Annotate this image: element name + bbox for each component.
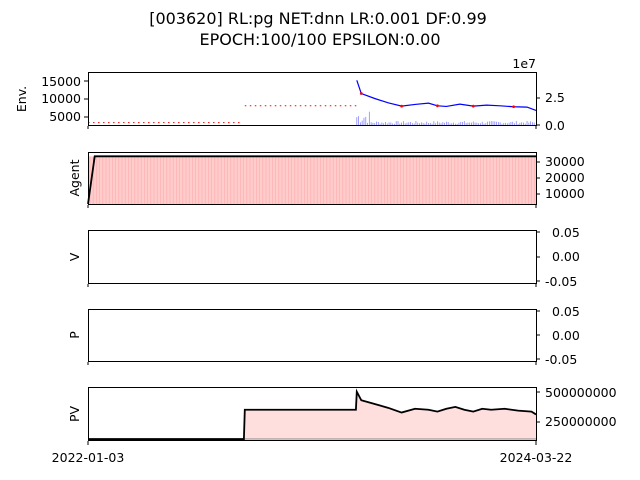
panel-env: Env. 5000 10000 15000 0.0 2.5 1e7 [14,56,565,133]
panel-v: V -0.05 0.00 0.05 [67,225,580,289]
v-frame [88,230,537,284]
p-right-tick-neg: -0.05 [545,352,577,367]
x-tick-label-end: 2024-03-22 [500,450,573,465]
pv-fill-area [244,391,537,440]
upper-x-tick-marks [87,126,537,365]
panel-agent: Agent 10000 20000 30000 [67,152,585,205]
v-right-tick-zero: 0.00 [552,249,580,264]
agent-ylabel: Agent [67,159,82,196]
pv-ylabel: PV [67,406,82,423]
trade-marker [436,104,439,108]
env-ylabel: Env. [14,86,29,112]
trade-marker [400,104,403,108]
env-left-tick-15000: 15000 [41,74,81,89]
v-ylabel: V [67,252,82,261]
chart-title-line2: EPOCH:100/100 EPSILON:0.00 [199,30,440,49]
v-right-tick-neg: -0.05 [545,274,577,289]
env-frame [88,72,537,126]
price-line [356,80,537,111]
agent-line [87,155,536,205]
env-right-tick-0: 0.0 [545,118,565,133]
v-right-tick-pos: 0.05 [552,225,580,240]
p-right-tick-pos: 0.05 [552,304,580,319]
trade-marker [512,105,515,109]
x-tick-label-start: 2022-01-03 [52,450,125,465]
pv-right-tick-500m: 500000000 [545,385,617,400]
p-ylabel: P [67,331,82,339]
env-right-tick-2-5: 2.5 [545,90,565,105]
p-right-tick-zero: 0.00 [552,328,580,343]
pv-line [88,388,537,440]
agent-right-tick-20000: 20000 [545,170,585,185]
panel-pv: PV 250000000 500000000 [67,385,617,445]
agent-fill-area [88,156,536,204]
p-frame [88,309,537,362]
trade-marker [359,92,363,95]
agent-right-tick-10000: 10000 [545,186,585,201]
env-left-tick-10000: 10000 [41,91,81,106]
pv-frame [88,387,537,441]
chart-title-line1: [003620] RL:pg NET:dnn LR:0.001 DF:0.99 [149,9,487,28]
trade-marker [471,104,475,108]
env-left-tick-5000: 5000 [49,109,81,124]
pv-right-tick-250m: 250000000 [545,414,617,429]
agent-right-tick-30000: 30000 [545,154,585,169]
panel-p: P -0.05 0.00 0.05 [67,304,580,367]
env-right-multiplier: 1e7 [512,56,536,71]
